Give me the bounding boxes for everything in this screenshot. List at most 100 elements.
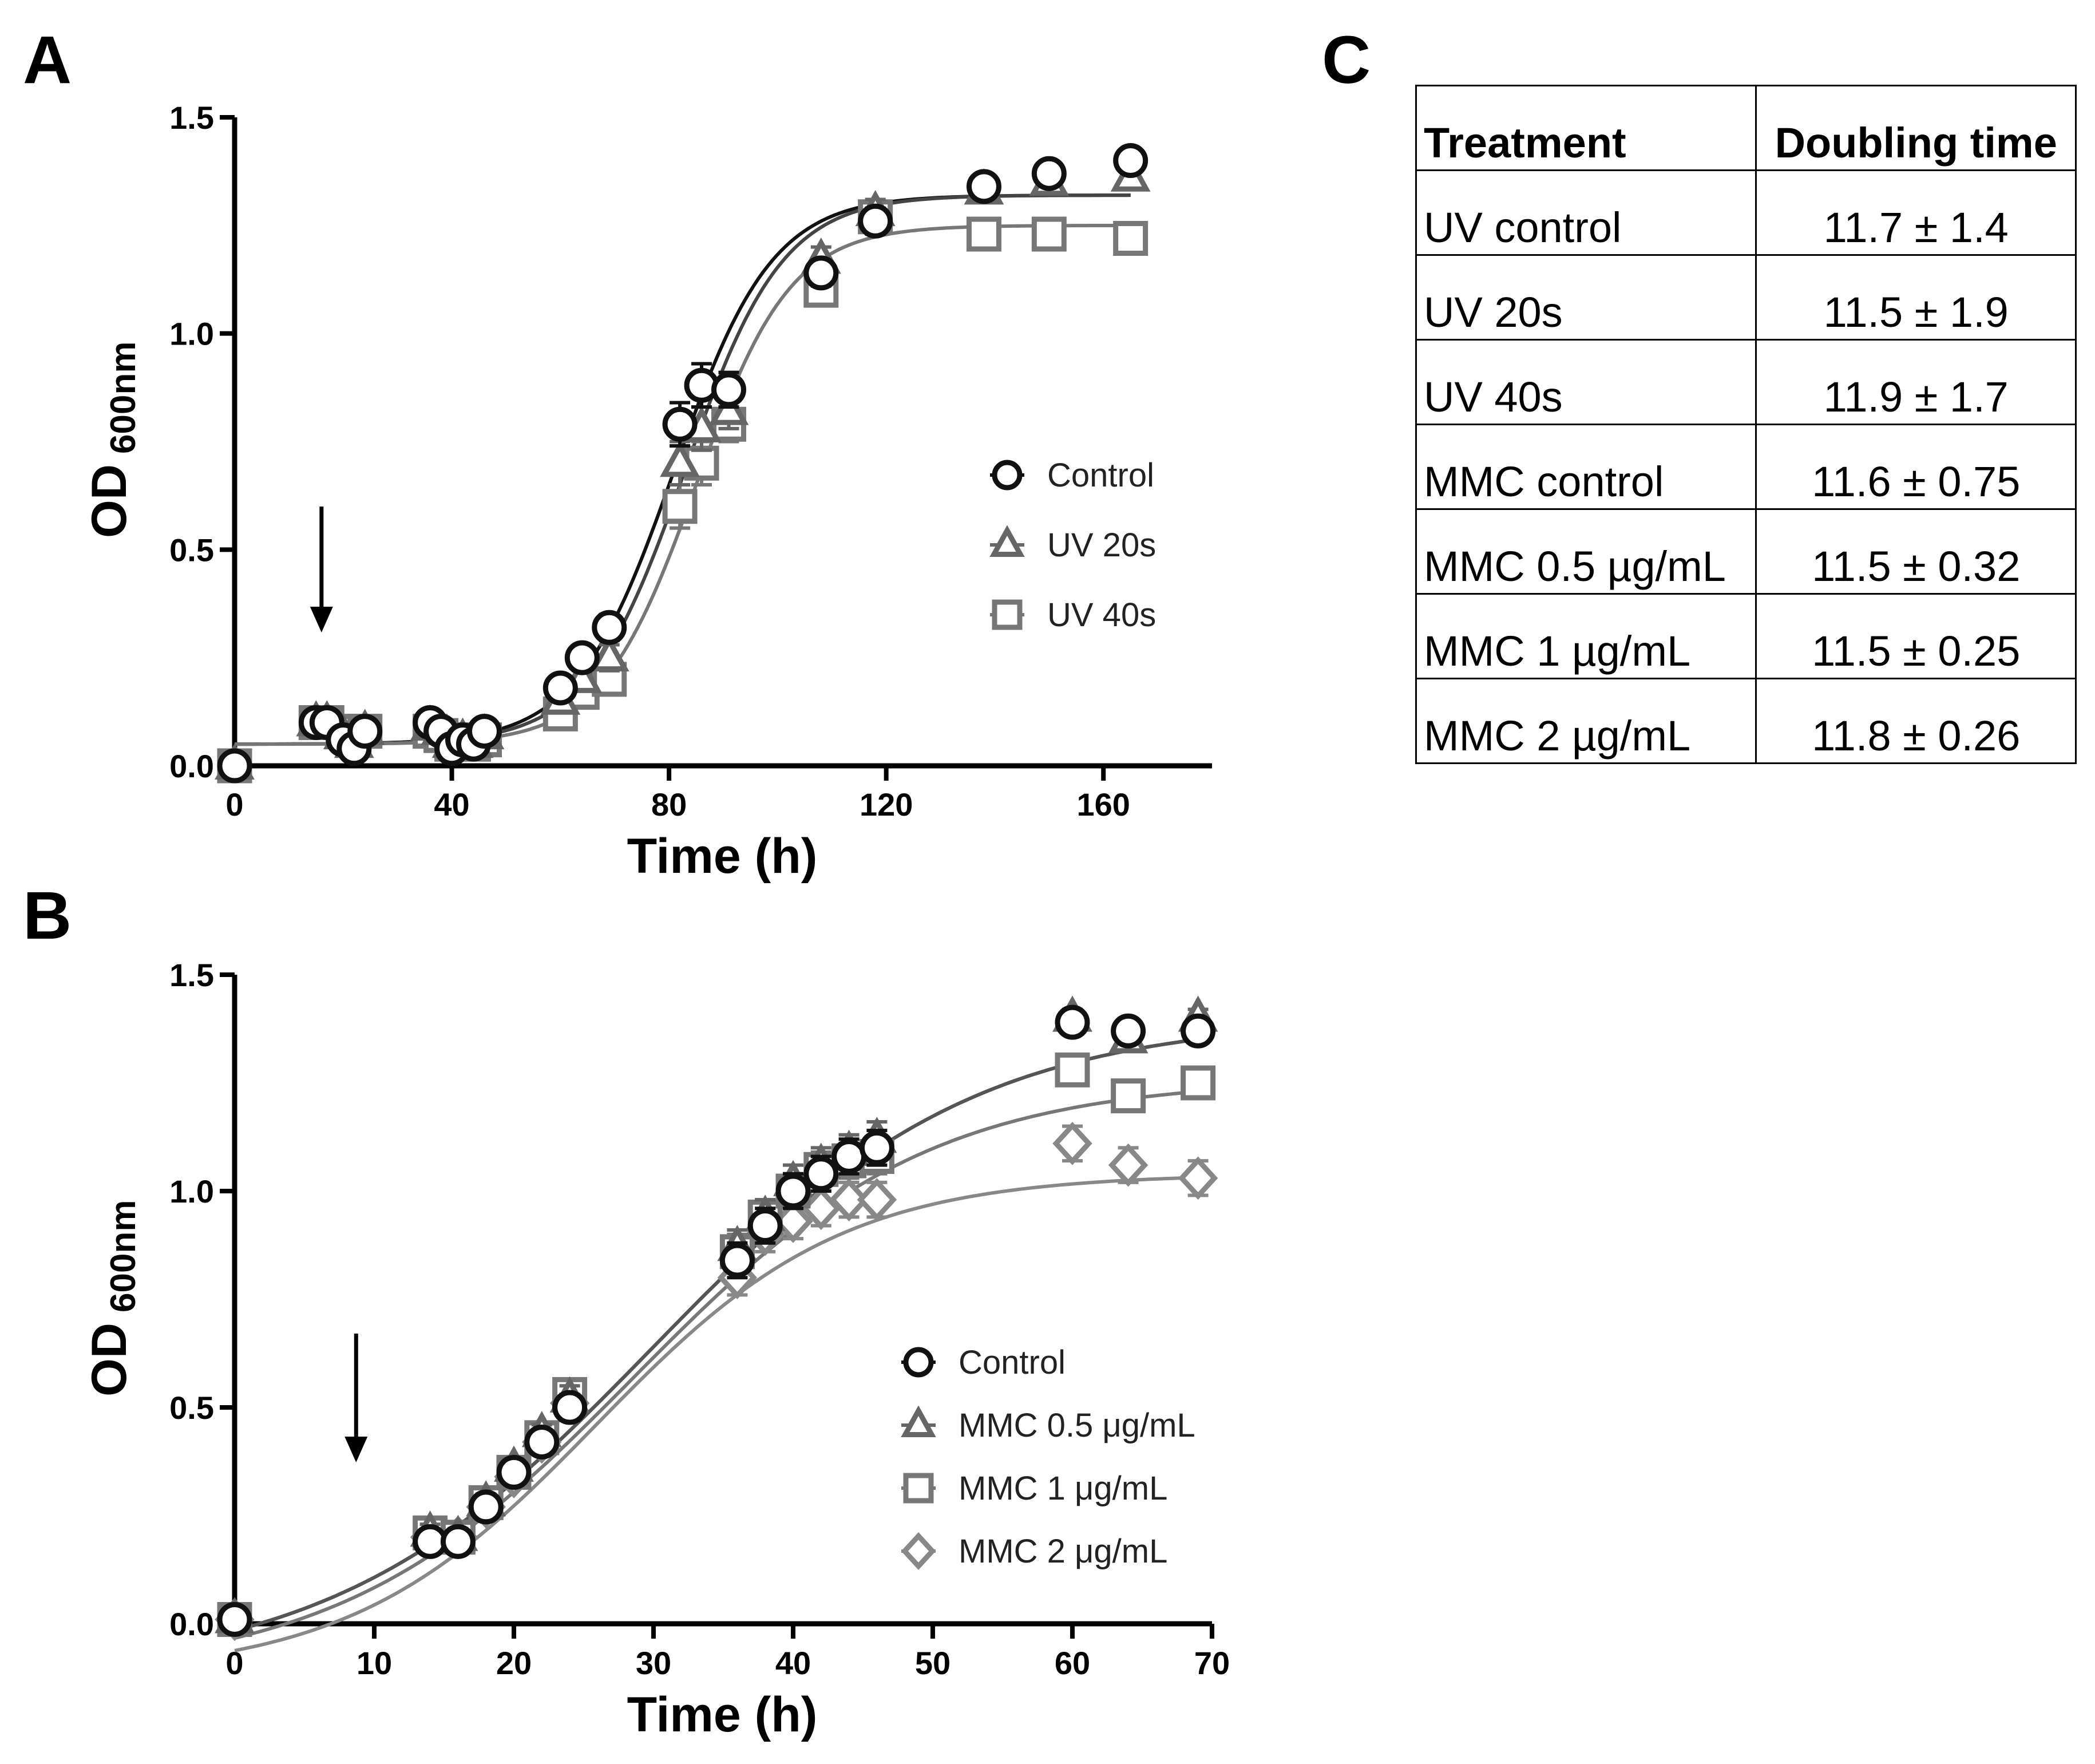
doubling-time-table: Treatment Doubling time UV control 11.7 … bbox=[1415, 85, 2077, 764]
fit-curve-3 bbox=[234, 1176, 1198, 1652]
data-point-circle bbox=[466, 714, 502, 749]
data-point-circle bbox=[496, 1454, 532, 1490]
x-tick-label: 40 bbox=[434, 786, 469, 822]
x-tick-label: 50 bbox=[915, 1645, 951, 1681]
data-point-circle bbox=[524, 1424, 560, 1460]
legend-marker-diamond bbox=[901, 1532, 936, 1571]
data-point-circle bbox=[1055, 1004, 1090, 1040]
x-tick-label: 60 bbox=[1055, 1645, 1090, 1681]
column-header-doubling-time: Doubling time bbox=[1755, 85, 2077, 171]
data-point-circle bbox=[440, 1524, 476, 1559]
data-point-diamond bbox=[857, 1178, 897, 1221]
data-point-circle bbox=[858, 203, 893, 239]
data-point-circle bbox=[542, 670, 578, 706]
data-point-triangle bbox=[589, 635, 629, 672]
y-tick-label: 1.5 bbox=[169, 957, 214, 993]
data-point-square bbox=[1181, 1065, 1216, 1101]
legend-label: Control bbox=[1047, 457, 1154, 494]
x-tick-label: 80 bbox=[651, 786, 687, 822]
data-point-circle bbox=[347, 714, 383, 749]
x-axis-title: Time (h) bbox=[627, 1687, 818, 1742]
data-point-circle bbox=[831, 1139, 867, 1174]
data-point-circle bbox=[564, 640, 600, 675]
y-tick-label: 0.5 bbox=[169, 1390, 214, 1426]
data-point-square bbox=[662, 489, 698, 524]
x-tick-label: 30 bbox=[636, 1645, 671, 1681]
data-point-circle bbox=[1031, 156, 1067, 191]
legend-marker-circle bbox=[903, 1347, 934, 1378]
doubling-time-cell: 11.8 ± 0.26 bbox=[1755, 678, 2077, 764]
x-tick-label: 10 bbox=[357, 1645, 392, 1681]
data-point-circle bbox=[711, 372, 746, 408]
panel-label-c: C bbox=[1322, 22, 1371, 98]
treatment-cell: MMC 0.5 µg/mL bbox=[1415, 508, 1757, 595]
data-point-circle bbox=[1181, 1013, 1216, 1049]
x-axis-title: Time (h) bbox=[627, 829, 818, 884]
y-axis-title-main: OD bbox=[82, 1323, 137, 1397]
y-tick-label: 0.5 bbox=[169, 532, 214, 568]
data-point-diamond bbox=[1052, 1121, 1092, 1165]
data-point-square bbox=[1055, 1052, 1090, 1087]
treatment-arrow-head bbox=[310, 607, 333, 632]
table-row: MMC 1 µg/mL 11.5 ± 0.25 bbox=[1415, 593, 2077, 679]
legend-marker-square bbox=[903, 1473, 934, 1504]
data-point-diamond bbox=[829, 1178, 869, 1221]
legend-label: UV 20s bbox=[1047, 527, 1156, 564]
data-point-circle bbox=[775, 1173, 811, 1209]
treatment-cell: MMC 1 µg/mL bbox=[1415, 593, 1757, 679]
x-tick-label: 20 bbox=[496, 1645, 532, 1681]
y-tick-label: 1.0 bbox=[169, 1173, 214, 1209]
data-point-circle bbox=[803, 255, 839, 291]
y-tick-label: 1.5 bbox=[169, 100, 214, 136]
data-point-circle bbox=[747, 1208, 783, 1243]
panel-label-a: A bbox=[23, 22, 72, 98]
data-point-circle bbox=[217, 748, 252, 784]
y-axis-title-subscript: 600nm bbox=[104, 1200, 143, 1312]
legend-label: MMC 1 μg/mL bbox=[959, 1470, 1167, 1507]
doubling-time-cell: 11.7 ± 1.4 bbox=[1755, 169, 2077, 256]
table-row: MMC control 11.6 ± 0.75 bbox=[1415, 424, 2077, 510]
legend-marker-square bbox=[992, 599, 1023, 630]
table-header-row: Treatment Doubling time bbox=[1415, 85, 2077, 171]
data-point-circle bbox=[217, 1601, 252, 1637]
legend-label: UV 40s bbox=[1047, 596, 1156, 634]
fit-curve-2 bbox=[234, 1090, 1198, 1640]
doubling-time-cell: 11.6 ± 0.75 bbox=[1755, 424, 2077, 510]
y-tick-label: 0.0 bbox=[169, 748, 214, 784]
column-header-treatment: Treatment bbox=[1415, 85, 1757, 171]
doubling-time-cell: 11.5 ± 0.25 bbox=[1755, 593, 2077, 679]
x-tick-label: 40 bbox=[775, 1645, 811, 1681]
data-point-square bbox=[966, 216, 1001, 252]
table-row: MMC 0.5 µg/mL 11.5 ± 0.32 bbox=[1415, 508, 2077, 595]
data-point-circle bbox=[803, 1156, 839, 1192]
data-point-square bbox=[1113, 220, 1149, 256]
data-point-diamond bbox=[1108, 1143, 1149, 1187]
chart-a: 0.0 0.5 1.0 1.5 0 40 80 120 160 Time (h) OD 600nm Co… bbox=[82, 100, 1212, 884]
data-point-circle bbox=[1113, 143, 1149, 179]
data-point-diamond bbox=[1178, 1156, 1218, 1200]
table-row: UV control 11.7 ± 1.4 bbox=[1415, 169, 2077, 256]
data-point-square bbox=[1031, 216, 1067, 252]
legend-marker-triangle bbox=[901, 1405, 936, 1437]
doubling-time-cell: 11.5 ± 0.32 bbox=[1755, 508, 2077, 595]
data-point-circle bbox=[468, 1489, 504, 1525]
data-point-circle bbox=[719, 1243, 755, 1278]
legend-label: MMC 2 μg/mL bbox=[959, 1533, 1167, 1570]
legend-label: Control bbox=[959, 1344, 1066, 1381]
y-tick-label: 0.0 bbox=[169, 1606, 214, 1642]
treatment-cell: UV control bbox=[1415, 169, 1757, 256]
treatment-cell: UV 20s bbox=[1415, 254, 1757, 341]
data-point-circle bbox=[859, 1130, 894, 1165]
data-point-circle bbox=[662, 406, 698, 442]
y-axis-title-main: OD bbox=[82, 464, 137, 538]
y-axis-title: OD 600nm bbox=[82, 1200, 143, 1397]
treatment-cell: UV 40s bbox=[1415, 339, 1757, 425]
data-point-circle bbox=[592, 610, 627, 645]
legend-label: MMC 0.5 μg/mL bbox=[959, 1407, 1195, 1444]
doubling-time-cell: 11.5 ± 1.9 bbox=[1755, 254, 2077, 341]
y-tick-label: 1.0 bbox=[169, 316, 214, 352]
data-point-circle bbox=[966, 169, 1001, 204]
data-point-circle bbox=[413, 1524, 448, 1559]
